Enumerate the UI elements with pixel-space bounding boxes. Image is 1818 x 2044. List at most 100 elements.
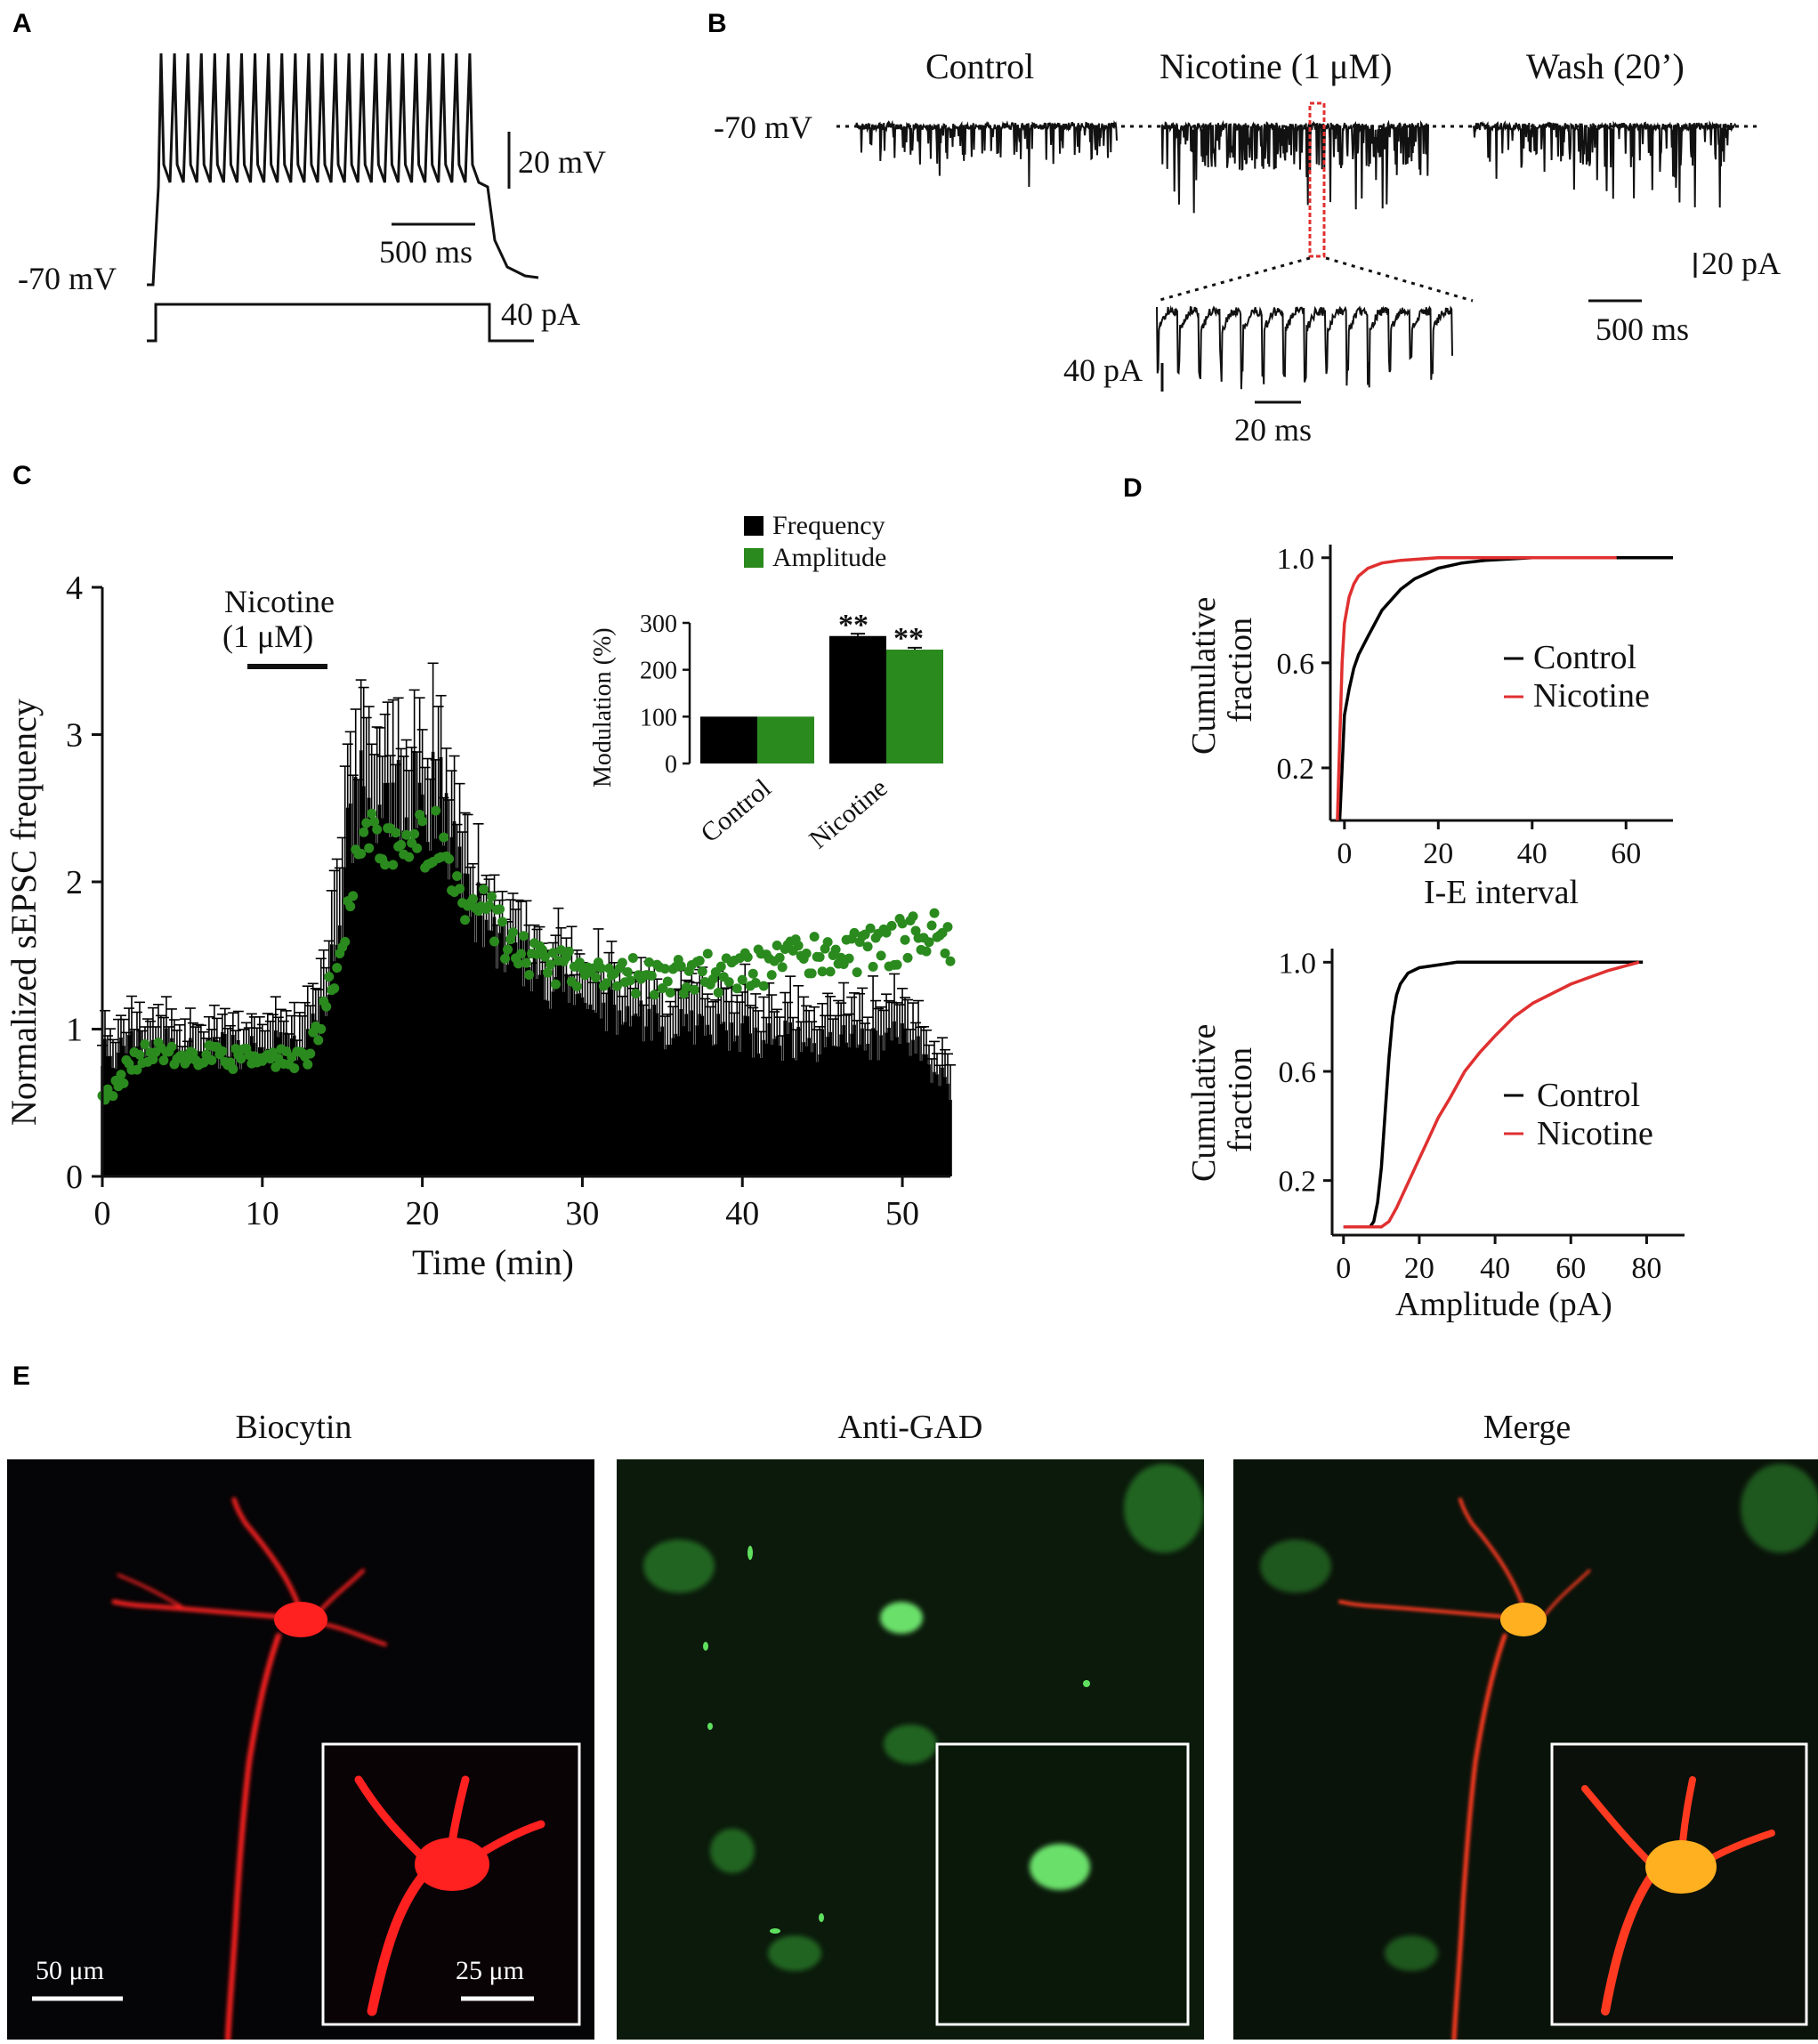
amplitude-point <box>497 917 508 927</box>
frequency-bar <box>151 1039 155 1176</box>
panel-label-e: E <box>12 1361 31 1391</box>
frequency-bar <box>615 1034 619 1176</box>
amplitude-point <box>388 860 399 870</box>
frequency-bar <box>562 991 566 1176</box>
amplitude-point <box>643 957 654 967</box>
amplitude-point <box>503 944 513 955</box>
frequency-bar <box>847 1047 851 1176</box>
frequency-bar <box>125 1053 128 1176</box>
frequency-bar <box>668 1044 673 1176</box>
frequency-bar <box>834 1046 837 1176</box>
frequency-bar <box>183 1052 187 1176</box>
frequency-bar <box>778 1046 782 1176</box>
legend-swatch-amplitude <box>744 548 764 568</box>
frequency-bar <box>207 1038 211 1176</box>
amplitude-point <box>513 958 524 969</box>
y-tick-label: 1.0 <box>1277 543 1315 576</box>
amplitude-point <box>675 961 686 972</box>
amplitude-point <box>545 959 555 970</box>
x-tick-label: 60 <box>1555 1252 1586 1285</box>
frequency-bar <box>578 993 582 1176</box>
y-tick-label: 3 <box>66 717 83 755</box>
amplitude-point <box>316 1023 327 1034</box>
background-signal <box>1385 1935 1438 1971</box>
frequency-bar <box>663 1049 667 1176</box>
background-signal <box>1741 1464 1818 1553</box>
amplitude-point <box>140 1039 150 1050</box>
frequency-bar <box>823 1046 827 1176</box>
inset-y-tick-label: 200 <box>640 658 677 685</box>
background-signal <box>768 1935 821 1971</box>
frequency-bar <box>372 817 376 1176</box>
frequency-bar <box>893 1021 896 1176</box>
amplitude-point <box>508 927 519 938</box>
amplitude-point <box>900 934 910 945</box>
amplitude-point <box>868 961 878 972</box>
amplitude-point <box>359 827 369 837</box>
amplitude-point <box>303 1059 313 1070</box>
frequency-bar <box>308 1034 312 1176</box>
frequency-bar <box>941 1067 944 1176</box>
inset-y-ticks: 0 100 200 300 <box>640 610 690 779</box>
frequency-bar <box>935 1074 939 1176</box>
amplitude-point <box>206 1055 217 1066</box>
amplitude-point <box>547 948 558 958</box>
y-axis-label-line1: Cumulative <box>1185 1024 1223 1182</box>
frequency-bar <box>162 1050 166 1176</box>
condition-label-wash: Wash (20’) <box>1526 46 1685 86</box>
dendrite <box>1543 1569 1591 1617</box>
inset-dendrite <box>1581 1785 1655 1868</box>
frequency-bar <box>305 1029 310 1176</box>
frequency-bar <box>316 1039 320 1176</box>
amplitude-point <box>702 949 713 959</box>
frequency-bar <box>674 1033 678 1176</box>
frequency-bar <box>756 1053 761 1176</box>
frequency-bar <box>332 961 336 1176</box>
gad-puncta <box>770 1928 780 1934</box>
frequency-bar <box>337 925 342 1176</box>
x-tick-label: 10 <box>246 1195 279 1232</box>
amplitude-point <box>158 1055 169 1066</box>
frequency-bar <box>532 952 537 1176</box>
frequency-bar <box>735 1035 739 1176</box>
inset-dendrite <box>354 1775 430 1864</box>
amplitude-point <box>630 989 641 999</box>
background-signal <box>1124 1464 1204 1553</box>
amplitude-point <box>439 832 449 843</box>
amplitude-point <box>412 843 423 853</box>
dendrite <box>231 1497 303 1615</box>
frequency-bar <box>335 944 339 1176</box>
frequency-bar <box>866 1044 869 1176</box>
voltage-scale-label: 20 mV <box>518 144 606 180</box>
frequency-bar <box>623 1022 627 1176</box>
frequency-bar <box>671 1038 675 1176</box>
legend-label-control: Control <box>1537 1077 1640 1114</box>
amplitude-point <box>940 948 950 958</box>
significance-amplitude: ** <box>893 622 924 655</box>
amplitude-point <box>822 937 833 948</box>
amplitude-point <box>902 952 913 963</box>
inset-cell-soma <box>415 1838 489 1891</box>
frequency-bar <box>103 1038 107 1176</box>
x-tick-label: 30 <box>565 1195 599 1232</box>
frequency-bar <box>796 1026 800 1176</box>
frequency-bar <box>191 1051 195 1176</box>
cell-soma <box>274 1602 327 1637</box>
frequency-bar <box>417 782 422 1176</box>
frequency-bar <box>407 838 411 1176</box>
amplitude-point <box>571 982 582 992</box>
frequency-bar <box>604 1030 609 1176</box>
frequency-bar <box>650 1040 654 1176</box>
frequency-bar <box>727 1050 731 1176</box>
frequency-bar <box>279 1031 283 1176</box>
amplitude-point <box>595 963 606 974</box>
amplitude-point <box>271 1062 281 1072</box>
panel-label-d: D <box>1123 473 1143 503</box>
frequency-bar <box>250 1036 254 1176</box>
x-tick-label: 40 <box>1517 837 1547 870</box>
frequency-bars <box>101 750 952 1176</box>
frequency-bar <box>503 972 507 1176</box>
frequency-bar <box>682 1026 686 1176</box>
frequency-bar <box>399 846 403 1176</box>
frequency-bar <box>273 1030 278 1176</box>
